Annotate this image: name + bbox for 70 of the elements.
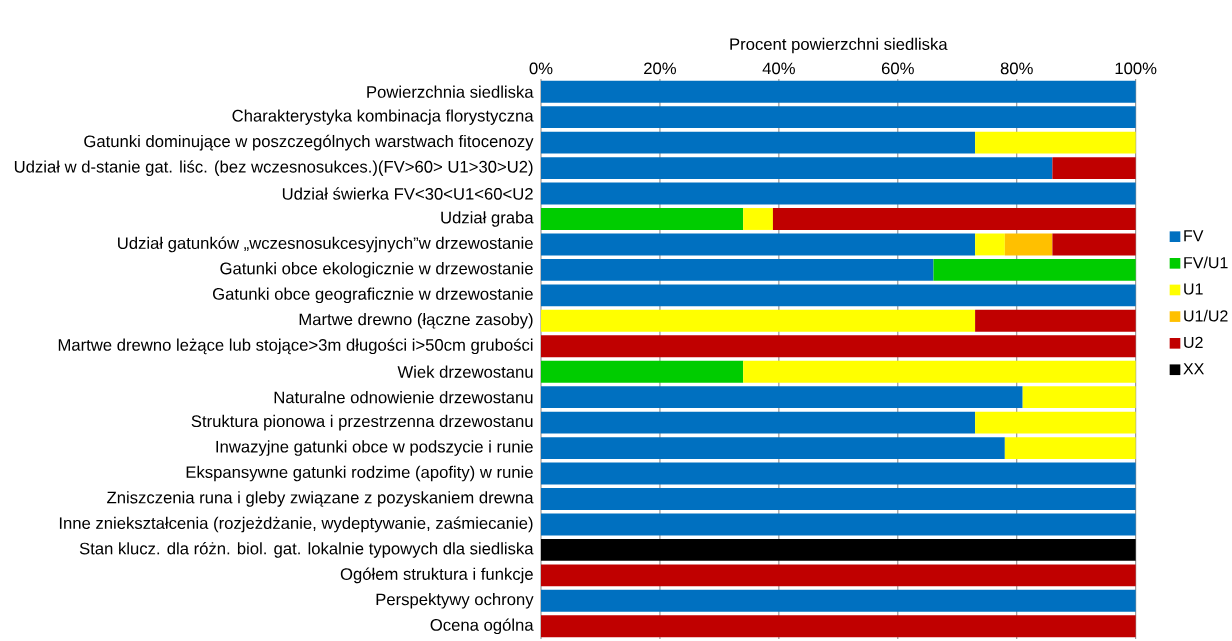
y-tick-label: Udział w d-stanie gat. liśc. (bez wczesnosukces.)(FV>60> U1>30>U2) [14,160,533,176]
bar [541,615,1136,638]
y-tick-label: Udział gatunków „wczesnosukcesyjnych”w drzewostanie [118,236,533,253]
bar [743,208,773,230]
x-tick-label: 80% [1000,62,1033,75]
bar [1004,437,1136,460]
bar [1052,233,1136,256]
bar [1022,386,1136,409]
legend-label: U1 [1184,283,1203,295]
legend-label: U1/U2 [1184,309,1228,322]
bar [541,462,1136,485]
y-tick-label: Ocena ogólna [430,618,534,635]
legend-label: FV/U1 [1184,256,1228,269]
y-tick-label: Inne zniekształcenia (rozjeżdżanie, wydeptywanie, zaśmiecanie) [59,516,533,533]
bar [541,564,1136,587]
bar [541,157,1053,180]
bar [541,80,1136,103]
x-axis-title: Procent powierzchni siedliska [730,37,948,54]
bar [1004,233,1053,256]
x-tick-label: 60% [881,62,914,75]
bar [541,182,1136,205]
y-tick-label: Struktura pionowa i przestrzenna drzewostanu [191,414,533,431]
bar [541,131,976,154]
bar [541,589,1136,612]
y-tick-label: Zniszczenia runa i gleby związane z pozyskaniem drewna [107,491,534,507]
y-tick-label: Stan klucz. dla różn. biol. gat. lokalnie typowych dla siedliska [79,542,534,558]
bar [1052,157,1136,180]
bar [541,335,1136,358]
y-tick-label: Udział świerka FV<30<U1<60<U2 [282,187,533,200]
y-tick-label: Udział graba [441,211,534,227]
y-tick-label: Naturalne odnowienie drzewostanu [274,391,533,404]
bar [541,106,1136,129]
bar [541,360,744,383]
bar [541,437,1005,460]
bar [772,208,1136,230]
bar [975,131,1136,154]
bar [975,411,1136,434]
y-tick-label: Powierzchnia siedliska [367,85,534,98]
bar [541,208,744,230]
bar [541,284,1136,307]
bar [541,513,1136,536]
y-tick-label: Wiek drzewostanu [397,365,533,378]
y-tick-label: Inwazyjne gatunki obce w podszycie i runie [216,440,533,456]
y-tick-label: Ogółem struktura i funkcje [340,567,533,584]
y-tick-label: Martwe drewno leżące lub stojące>3m długości i>50cm grubości [58,338,533,355]
bar [541,309,976,332]
y-tick-label: Perspektywy ochrony [376,593,534,609]
bar [933,258,1136,281]
x-tick-label: 0% [529,62,553,75]
x-tick-label: 20% [644,62,677,75]
x-tick-label: 40% [762,62,795,75]
bar [541,488,1136,510]
y-tick-label: Gatunki obce geograficznie w drzewostanie [212,287,533,304]
x-tick-label: 100% [1115,62,1157,75]
y-tick-label: Martwe drewno (łączne zasoby) [299,313,533,329]
y-tick-label: Ekspansywne gatunki rodzime (apofity) w runie [186,465,533,482]
bar [975,309,1136,332]
legend-label: U2 [1184,336,1203,349]
y-tick-label: Gatunki dominujące w poszczególnych warstwach fitocenozy [84,134,534,151]
bar [541,538,1136,561]
y-tick-label: Gatunki obce ekologicznie w drzewostanie [220,262,533,278]
bar [541,411,976,434]
legend-label: XX [1183,363,1204,375]
bar [541,233,976,256]
bar [743,360,1136,383]
legend-label: FV [1184,230,1204,242]
bar [541,386,1023,409]
bar [541,258,934,281]
bar [975,233,1005,256]
y-tick-label: Charakterystyka kombinacja florystyczna [232,109,534,125]
